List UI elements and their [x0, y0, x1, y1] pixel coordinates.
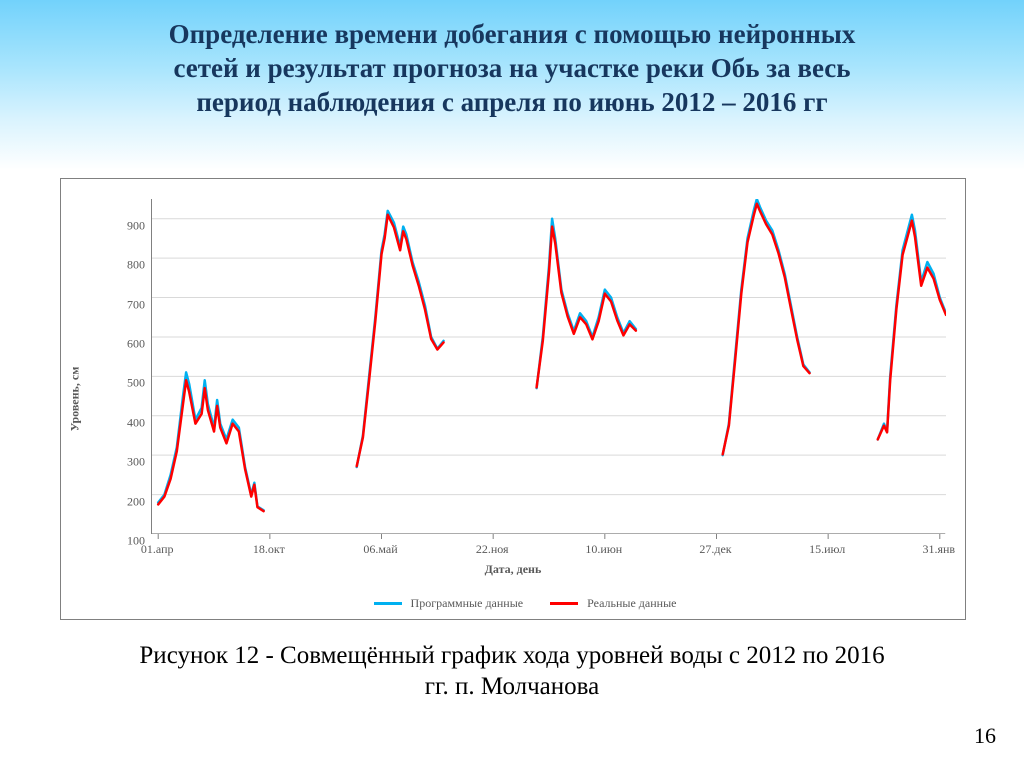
legend-swatch-0	[374, 602, 402, 605]
legend-swatch-1	[550, 602, 578, 605]
y-tick-label: 600	[61, 336, 145, 351]
y-tick-label: 300	[61, 455, 145, 470]
x-tick-label: 22.ноя	[476, 542, 509, 557]
series-real	[537, 227, 636, 388]
y-tick-label: 800	[61, 258, 145, 273]
y-tick-label: 400	[61, 415, 145, 430]
caption-line-2: гг. п. Молчанова	[425, 673, 599, 700]
x-tick-label: 31.янв	[922, 542, 955, 557]
legend-label-0: Программные данные	[411, 596, 524, 611]
series-real	[878, 221, 946, 440]
chart-container: Уровень, см Дата, день Программные данны…	[60, 178, 966, 620]
x-tick-label: 27.дек	[699, 542, 731, 557]
y-tick-label: 900	[61, 218, 145, 233]
x-tick-label: 06.май	[363, 542, 397, 557]
page-number: 16	[974, 723, 996, 749]
series-real	[357, 215, 444, 466]
series-program	[158, 372, 263, 510]
y-tick-label: 700	[61, 297, 145, 312]
caption-line-1: Рисунок 12 - Совмещённый график хода уро…	[139, 642, 884, 669]
slide-title: Определение времени добегания с помощью …	[40, 18, 984, 119]
series-program	[723, 199, 810, 455]
legend-label-1: Реальные данные	[587, 596, 676, 611]
series-real	[158, 380, 263, 511]
x-tick-label: 15.июл	[809, 542, 845, 557]
x-tick-label: 18.окт	[253, 542, 285, 557]
y-tick-label: 500	[61, 376, 145, 391]
y-tick-label: 100	[61, 534, 145, 549]
figure-caption: Рисунок 12 - Совмещённый график хода уро…	[60, 640, 964, 703]
x-tick-label: 10.июн	[585, 542, 622, 557]
chart-legend: Программные данные Реальные данные	[61, 595, 965, 611]
title-line-2: сетей и результат прогноза на участке ре…	[173, 53, 850, 83]
title-line-1: Определение времени добегания с помощью …	[169, 19, 856, 49]
plot-area	[151, 199, 945, 534]
y-tick-label: 200	[61, 494, 145, 509]
x-axis-title: Дата, день	[485, 562, 542, 577]
x-tick-label: 01.апр	[141, 542, 174, 557]
title-line-3: период наблюдения с апреля по июнь 2012 …	[196, 87, 827, 117]
